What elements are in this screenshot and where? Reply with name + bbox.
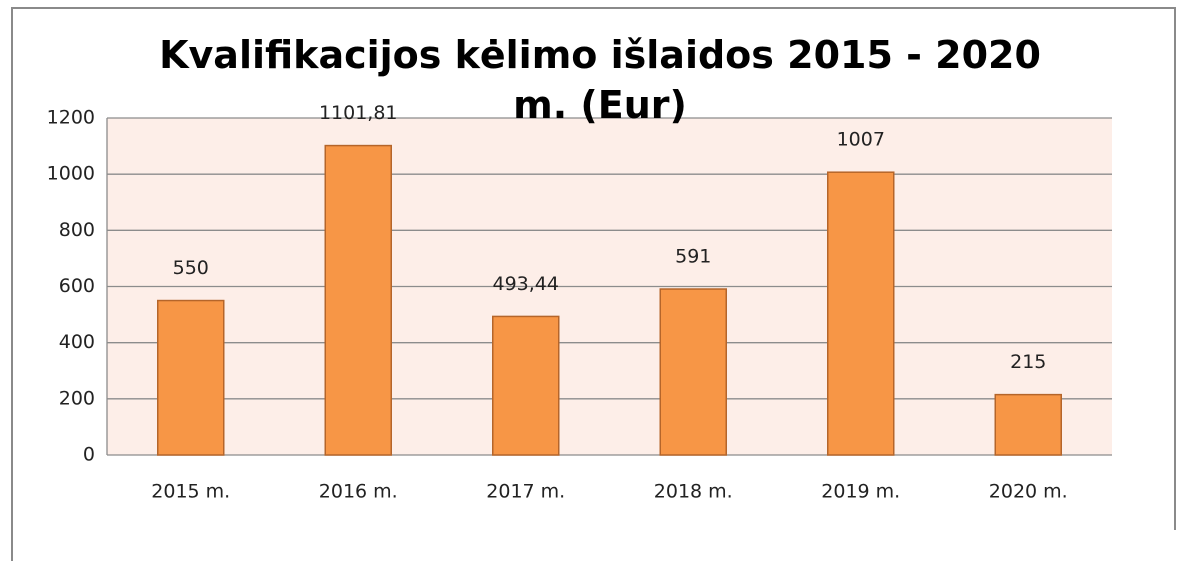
y-tick-label: 0 [83, 444, 95, 466]
value-label: 215 [1010, 351, 1046, 373]
value-label: 1101,81 [319, 102, 398, 124]
y-tick-label: 400 [59, 331, 95, 353]
bar [659, 288, 727, 456]
value-label: 1007 [837, 129, 885, 151]
value-label: 493,44 [493, 273, 559, 295]
y-tick-label: 1200 [47, 107, 95, 129]
y-tick-label: 1000 [47, 163, 95, 185]
bar [157, 299, 225, 456]
y-tick-label: 200 [59, 387, 95, 409]
y-tick-label: 800 [59, 219, 95, 241]
bar [324, 144, 392, 456]
value-label: 591 [675, 246, 711, 268]
chart-title: Kvalifikacijos kėlimo išlaidos 2015 - 20… [159, 33, 1041, 127]
x-tick-label: 2017 m. [486, 481, 565, 503]
x-tick-label: 2019 m. [821, 481, 900, 503]
x-tick-label: 2018 m. [654, 481, 733, 503]
value-label: 550 [173, 257, 209, 279]
y-tick-label: 600 [59, 275, 95, 297]
x-tick-label: 2016 m. [319, 481, 398, 503]
bar [994, 393, 1062, 456]
x-tick-label: 2020 m. [989, 481, 1068, 503]
frame [11, 7, 1176, 561]
bar [492, 315, 560, 456]
x-tick-label: 2015 m. [151, 481, 230, 503]
bar [827, 171, 895, 456]
